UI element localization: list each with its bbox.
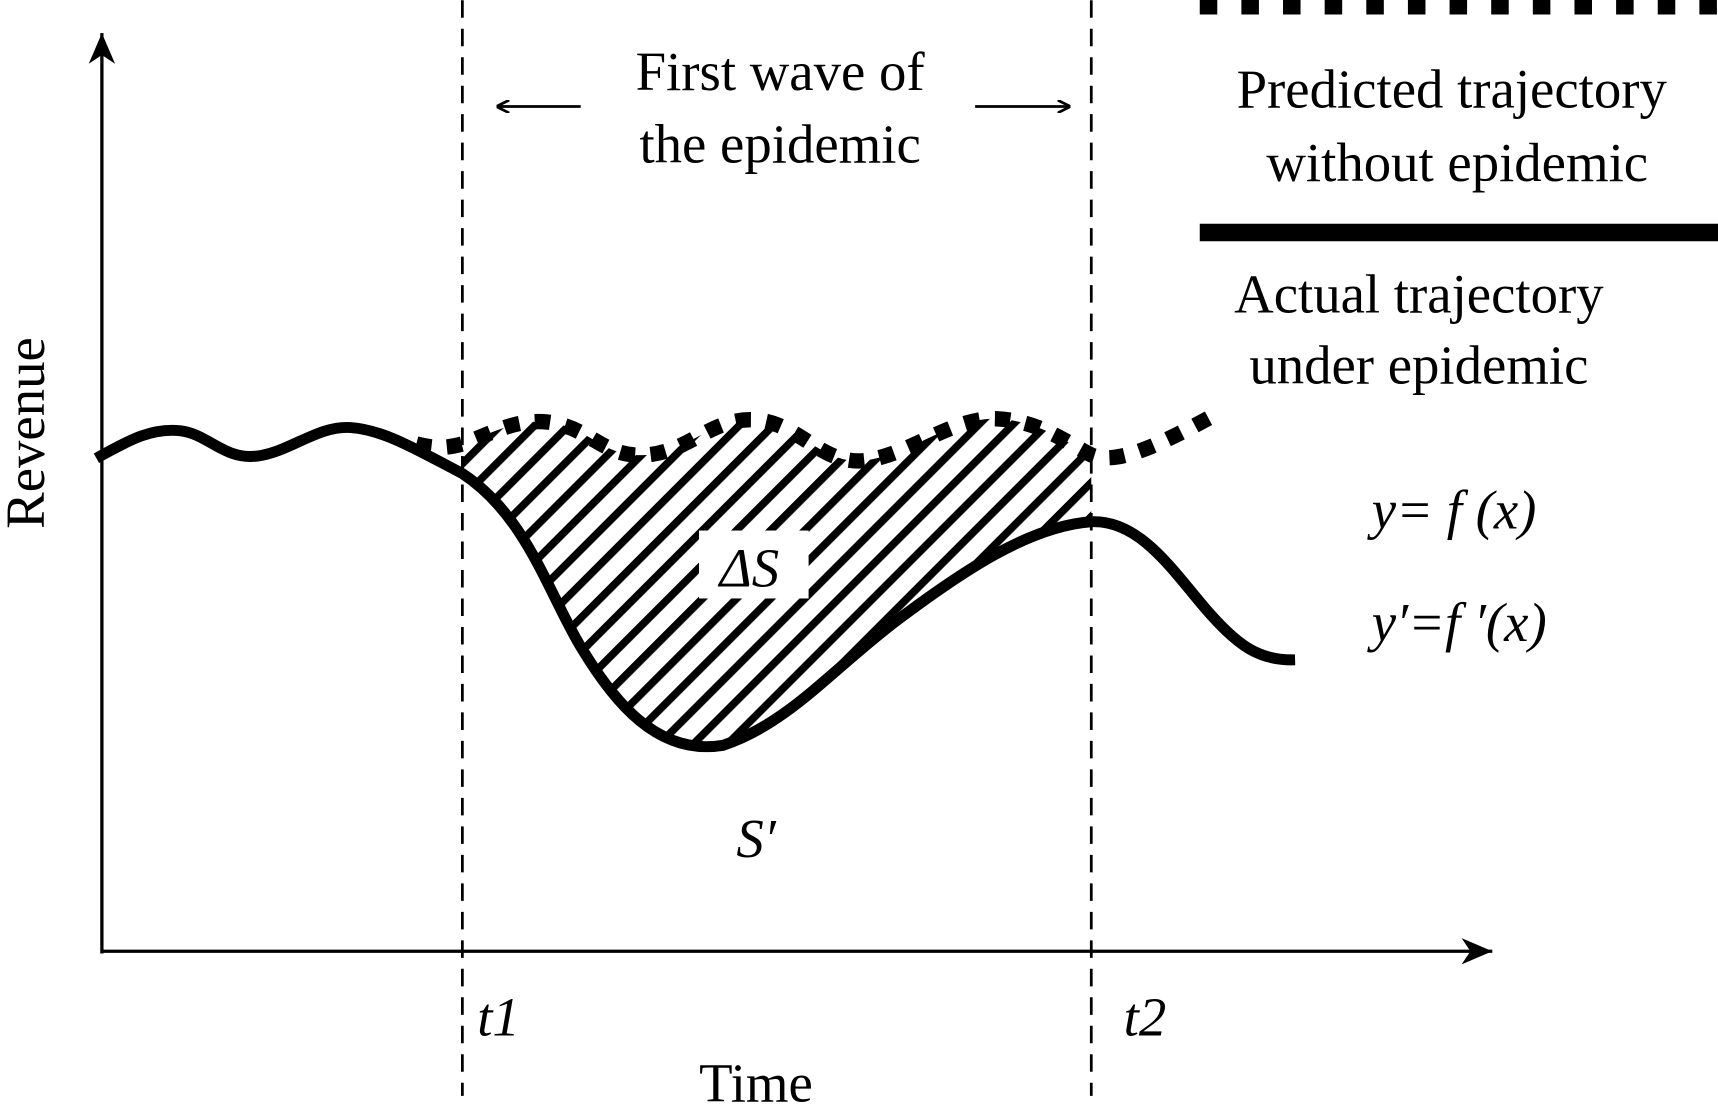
legend-actual-line-1: Actual trajectory xyxy=(1234,264,1604,325)
actual-trajectory-line xyxy=(93,422,1296,753)
actual-equation: y′=f ′(x) xyxy=(1367,592,1547,653)
y-axis-label: Revenue xyxy=(0,337,56,529)
legend-predicted-line-1: Predicted trajectory xyxy=(1237,59,1668,120)
predicted-equation: y= f (x) xyxy=(1367,479,1537,540)
x-axis-label: Time xyxy=(699,1052,813,1106)
t2-label: t2 xyxy=(1124,987,1167,1048)
title-line-1: First wave of xyxy=(636,41,926,102)
t1-label: t1 xyxy=(477,987,520,1048)
delta-s-label: ΔS xyxy=(718,537,780,598)
legend-actual-line-2: under epidemic xyxy=(1249,335,1588,396)
delta-s-label-background xyxy=(699,530,809,599)
predicted-trajectory-line xyxy=(414,404,1226,469)
legend-predicted-line-2: without epidemic xyxy=(1266,132,1648,193)
title-line-2: the epidemic xyxy=(639,113,920,174)
s-prime-label: S′ xyxy=(736,808,776,869)
